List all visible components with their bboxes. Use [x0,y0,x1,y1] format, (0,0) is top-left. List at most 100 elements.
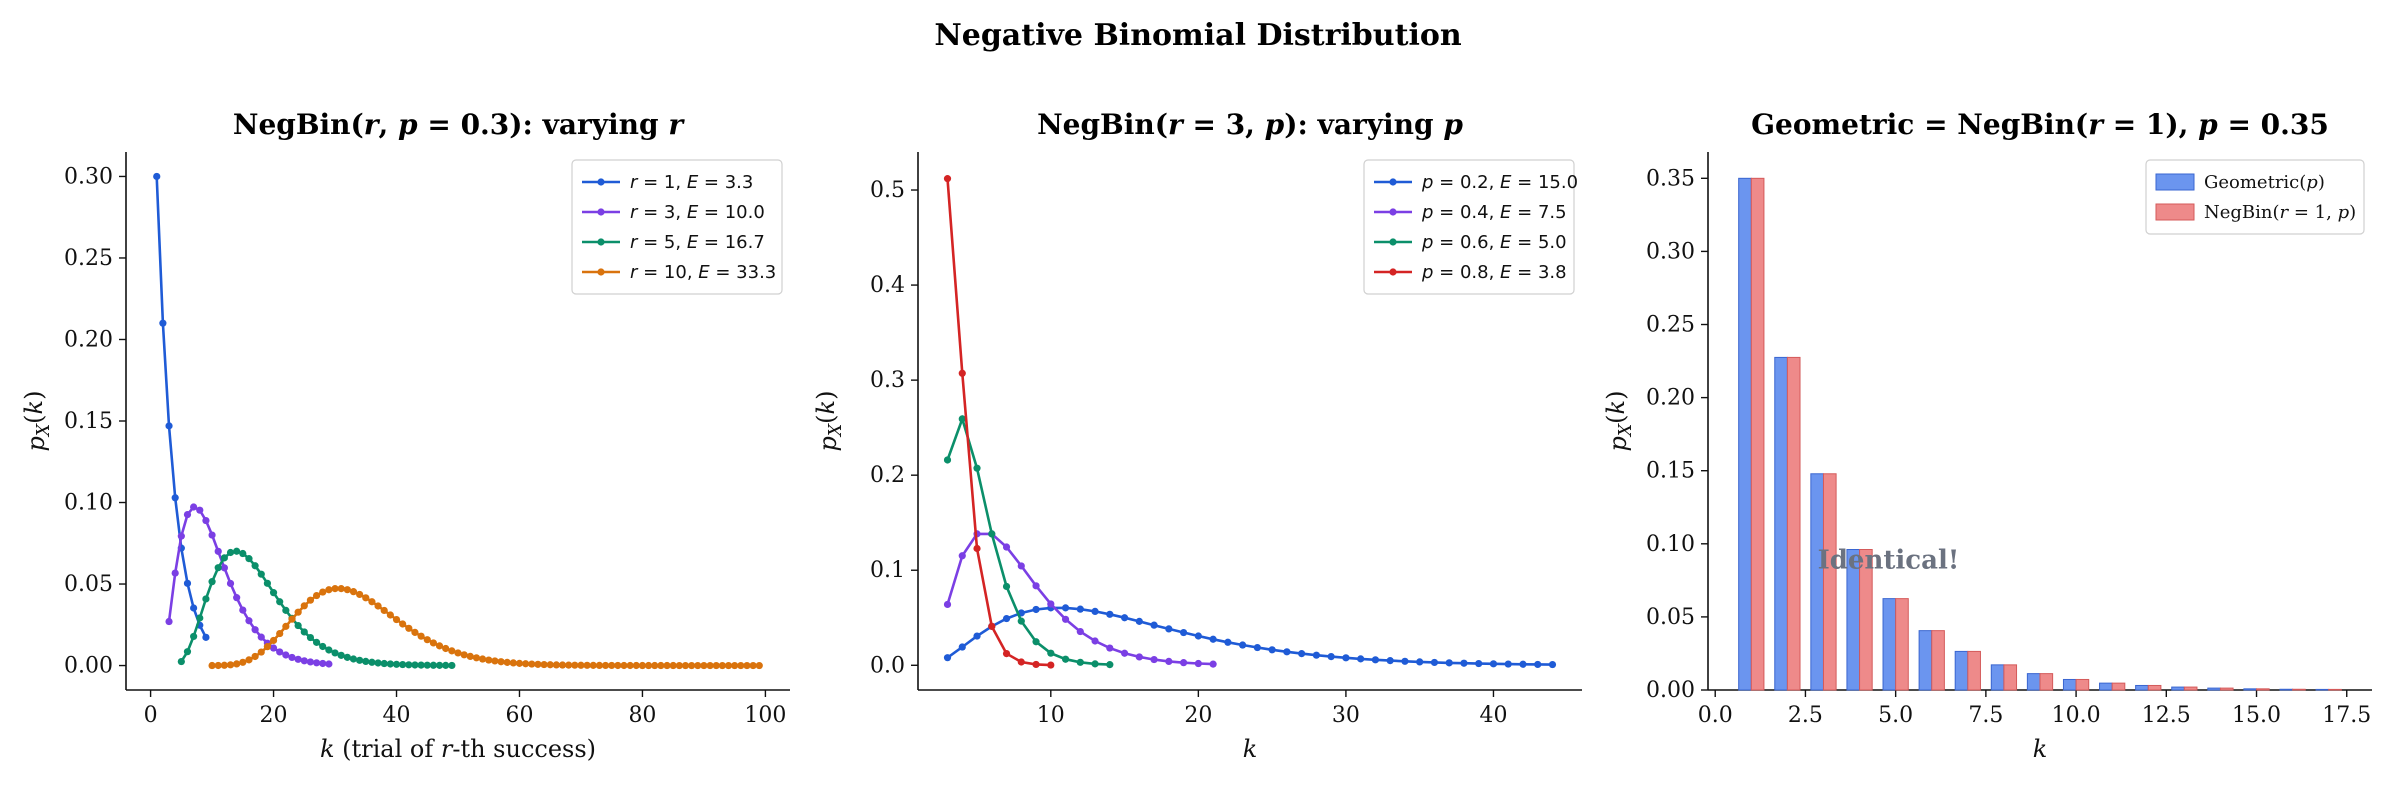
data-point [1002,650,1011,658]
y-axis-label: pX(k) [20,391,54,452]
data-point [276,648,284,656]
data-point [417,661,425,669]
data-point [214,547,222,555]
bar [2111,682,2126,691]
y-axis-label: pX(k) [812,391,846,452]
panel-title: NegBin(r = 3, p): varying p [1037,108,1463,141]
data-point [356,590,364,599]
data-point [349,655,358,663]
x-axis-label: k [1243,735,1258,763]
data-point [1047,600,1055,608]
x-tick-label: 60 [505,703,533,728]
data-point [300,602,308,610]
series-2 [165,503,333,668]
data-point [159,319,167,327]
data-point [233,594,241,602]
data-point [214,564,222,572]
data-point [1194,632,1202,640]
series-3 [177,547,456,670]
data-point [688,661,696,670]
panel-title: Geometric = NegBin(r = 1), p = 0.35 [1751,108,2329,141]
data-point [226,661,235,669]
legend-label: p = 0.2, E = 15.0 [1421,172,1578,193]
data-point [312,638,321,646]
legend-label: p = 0.4, E = 7.5 [1421,202,1567,223]
y-tick-label: 0.00 [1646,678,1695,703]
data-point [1002,614,1011,623]
data-point [943,654,952,662]
legend: p = 0.2, E = 15.0 p = 0.4, E = 7.5 p = 0.6… [1363,159,1578,295]
data-point [1504,660,1512,668]
x-tick-label: 80 [628,703,656,728]
x-tick-label: 10.0 [2052,703,2101,728]
data-point [337,651,345,659]
data-point [343,586,351,594]
data-point [325,646,333,654]
data-point [226,579,235,588]
data-point [706,661,714,670]
bar [2279,688,2294,691]
bar [2256,688,2270,691]
y-tick-label: 0.25 [64,246,113,271]
data-point [1371,656,1380,664]
data-point [1165,625,1173,633]
data-point [183,579,192,587]
x-tick-label: 10 [1037,703,1065,728]
data-point [1327,652,1335,661]
data-point [1061,615,1070,623]
data-point [171,569,179,577]
legend-marker [1389,208,1397,216]
data-point [589,661,597,669]
series-1 [153,172,210,641]
bar [2243,688,2258,691]
data-point [220,564,228,572]
bar [2315,688,2330,691]
data-point [319,642,327,651]
data-point [644,661,653,670]
data-point [251,652,259,661]
y-tick-label: 0.3 [870,368,905,393]
y-tick-label: 0.15 [1646,459,1695,484]
data-point [202,516,210,525]
data-point [257,570,265,578]
data-point [1047,649,1055,657]
data-point [1106,610,1114,618]
data-point [1239,641,1247,649]
data-point [552,661,560,669]
data-point [571,661,579,669]
data-point [386,660,394,668]
data-point [374,602,382,610]
data-point [515,659,524,667]
data-point [675,661,683,670]
data-point [669,661,677,670]
y-tick-label: 0.15 [64,409,113,434]
figure-title: Negative Binomial Distribution [934,18,1462,53]
data-point [288,653,296,662]
data-point [325,586,333,594]
data-point [1061,655,1070,663]
data-point [988,622,996,630]
data-point [442,661,450,669]
data-point [1180,628,1188,637]
data-point [626,661,634,670]
legend-marker [1389,178,1397,186]
bar [2003,664,2018,691]
data-point [620,661,628,670]
series-line [212,587,760,667]
data-point [183,510,192,519]
data-point [1475,659,1483,668]
data-point [196,614,204,622]
data-point [245,656,253,664]
data-point [282,651,290,659]
data-point [497,658,505,666]
data-point [466,652,474,661]
data-point [214,661,222,670]
data-point [269,636,278,645]
data-point [478,655,487,663]
data-point [1032,605,1040,614]
data-point [694,661,702,670]
data-point [958,415,966,423]
data-point [319,659,327,668]
x-tick-label: 0 [144,703,158,728]
